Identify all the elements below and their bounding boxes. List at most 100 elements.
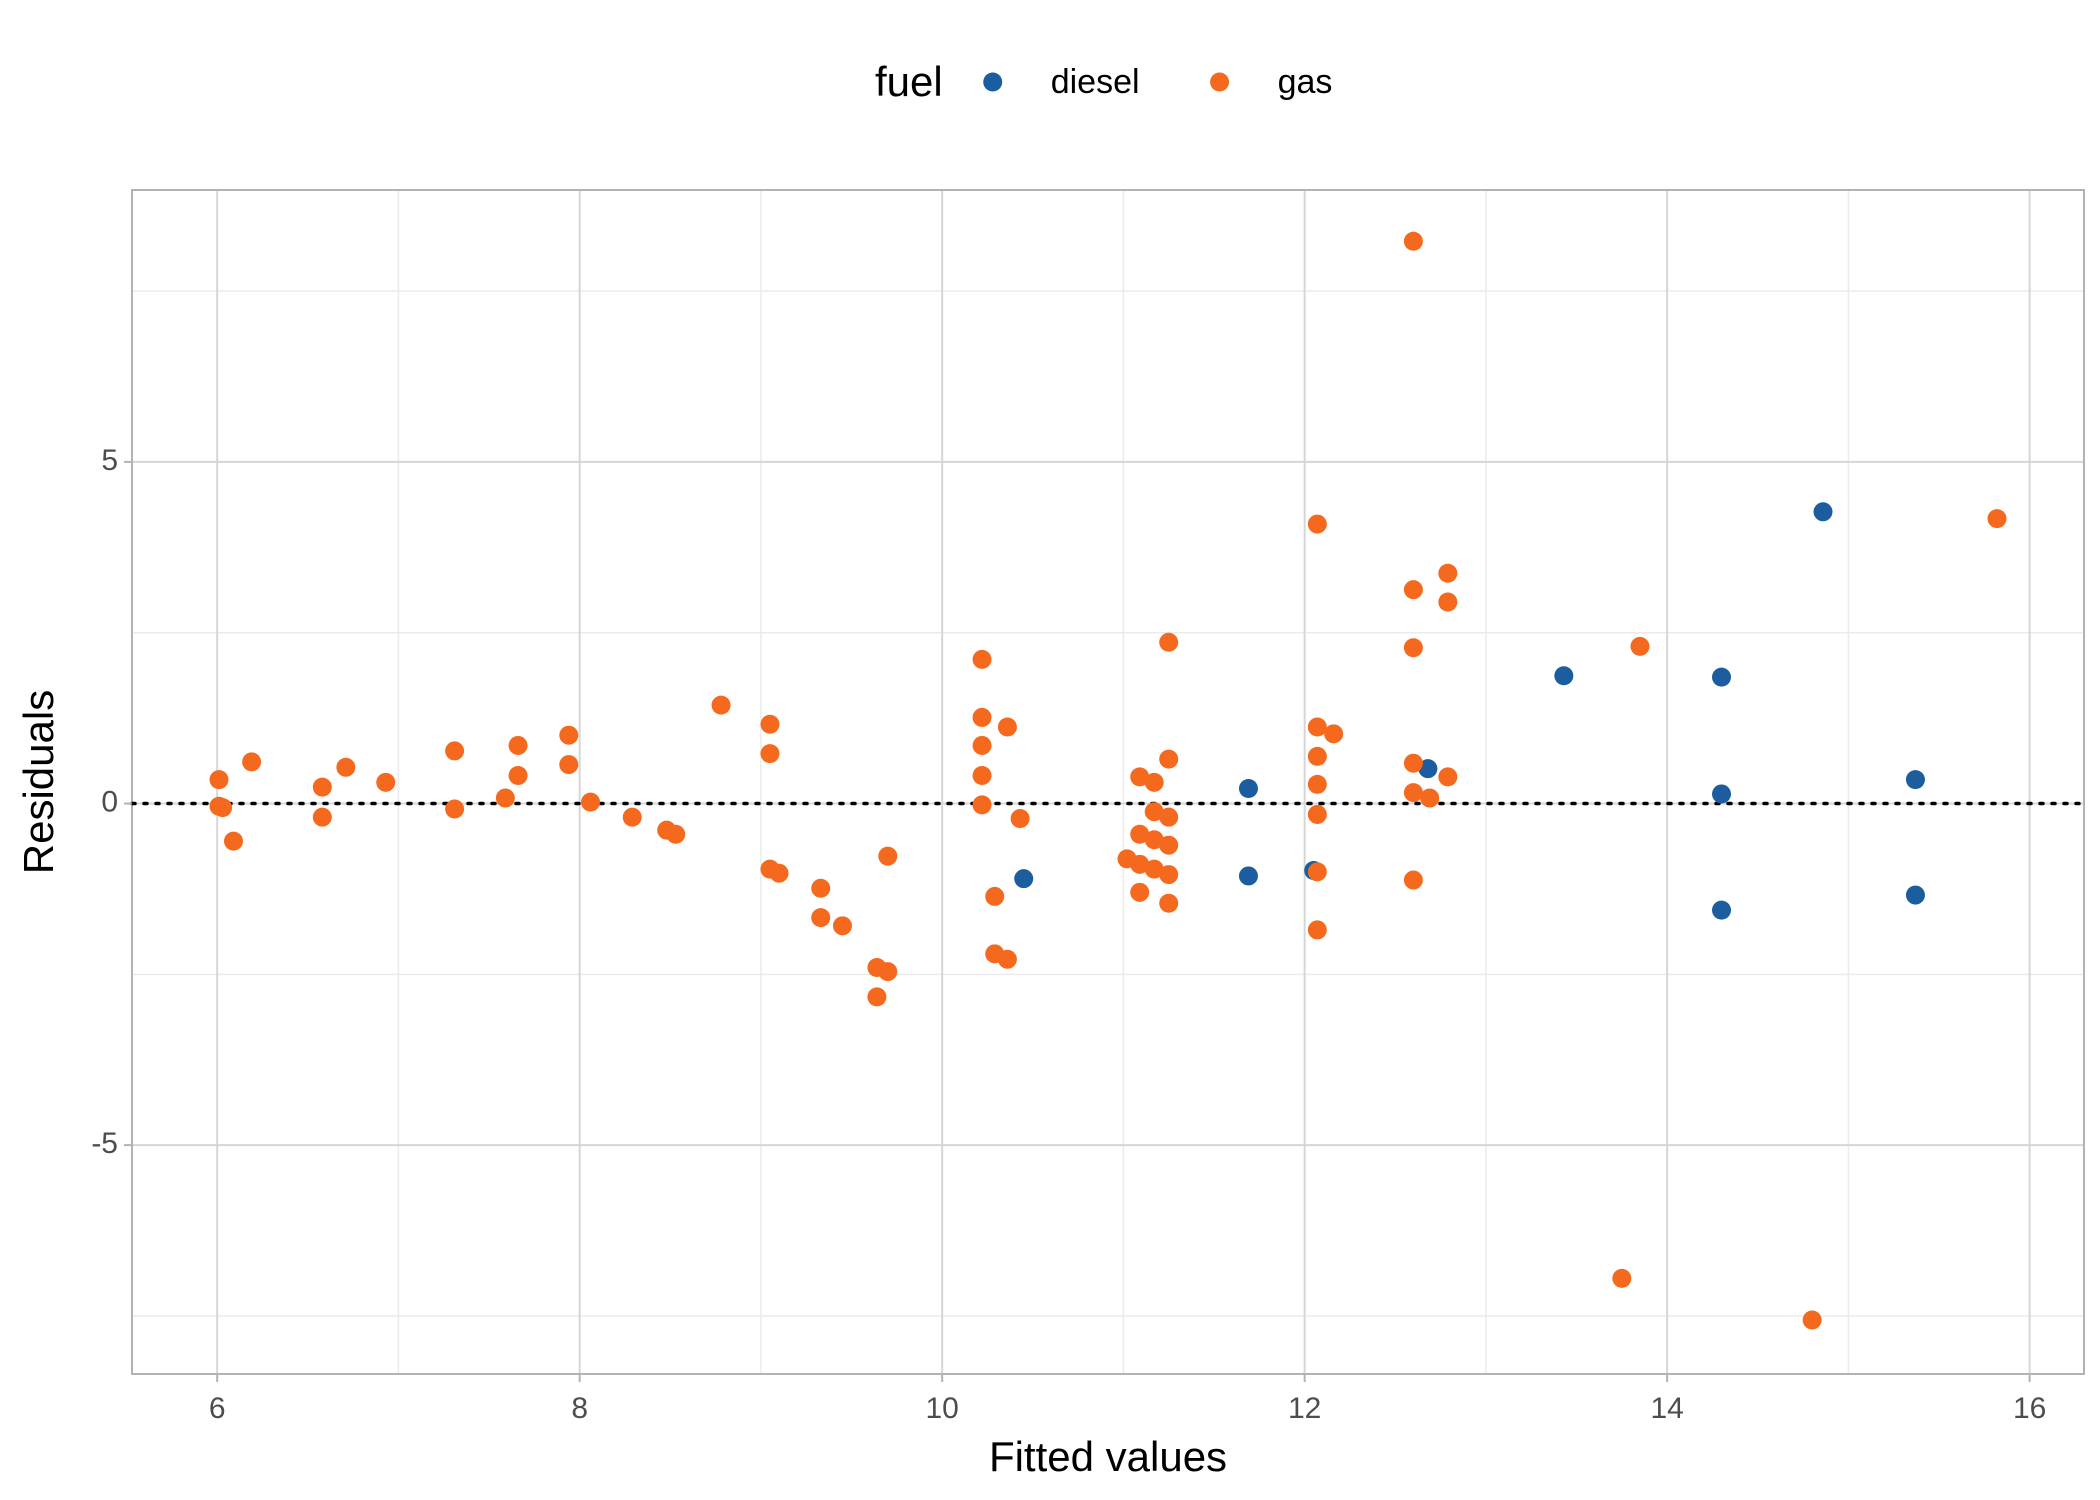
point [1307, 746, 1327, 766]
point [666, 824, 686, 844]
point [1403, 783, 1423, 803]
points [130, 231, 2086, 1330]
point [1554, 666, 1574, 686]
point [1813, 502, 1833, 522]
point [312, 807, 332, 827]
point [1420, 788, 1440, 808]
point [972, 735, 992, 755]
point [811, 878, 831, 898]
point [223, 831, 243, 851]
point [972, 795, 992, 815]
grid [132, 190, 2084, 1374]
panel-border [131, 189, 2085, 1375]
point [1905, 770, 1925, 790]
y-tick-label: 0 [101, 785, 118, 818]
point [1159, 865, 1179, 885]
point [1159, 749, 1179, 769]
point [867, 987, 887, 1007]
point [1403, 231, 1423, 251]
point [1418, 759, 1438, 779]
point [445, 799, 465, 819]
point [508, 766, 528, 786]
point [1238, 778, 1258, 798]
y-axis-title: Residuals [15, 690, 62, 874]
point [1130, 882, 1150, 902]
point [1403, 580, 1423, 600]
point [213, 798, 233, 818]
point [1307, 862, 1327, 882]
point [622, 807, 642, 827]
legend-swatch [1210, 72, 1230, 92]
y-tick-label: 5 [101, 444, 118, 477]
legend-label: gas [1278, 63, 1333, 101]
point [985, 886, 1005, 906]
point [1307, 804, 1327, 824]
point [997, 949, 1017, 969]
point [508, 735, 528, 755]
point [1403, 753, 1423, 773]
point [1159, 807, 1179, 827]
point [1144, 772, 1164, 792]
point [1307, 920, 1327, 940]
point [1712, 784, 1732, 804]
legend-title: fuel [875, 58, 943, 105]
point [1130, 854, 1150, 874]
point [769, 863, 789, 883]
legend: fuel diesel gas [875, 58, 1332, 105]
point [1438, 767, 1458, 787]
x-axis-title: Fitted values [989, 1433, 1227, 1480]
point [1438, 563, 1458, 583]
point [760, 714, 780, 734]
point [972, 649, 992, 669]
x-tick-label: 12 [1288, 1392, 1321, 1425]
point [1630, 636, 1650, 656]
point [1130, 767, 1150, 787]
x-tick-label: 8 [571, 1392, 588, 1425]
point [1130, 824, 1150, 844]
point [832, 916, 852, 936]
point [1014, 869, 1034, 889]
point [972, 707, 992, 727]
point [376, 772, 396, 792]
point [336, 757, 356, 777]
point [878, 846, 898, 866]
point [445, 741, 465, 761]
point [1612, 1268, 1632, 1288]
point [1324, 724, 1344, 744]
point [559, 755, 579, 775]
legend-label: diesel [1051, 63, 1140, 101]
point [1238, 866, 1258, 886]
point [242, 752, 262, 772]
x-tick-label: 16 [2013, 1392, 2046, 1425]
y-tick-label: -5 [91, 1127, 118, 1160]
point [760, 744, 780, 764]
point [1144, 802, 1164, 822]
point [1403, 870, 1423, 890]
point [1144, 859, 1164, 879]
x-tick-label: 14 [1650, 1392, 1683, 1425]
point [878, 962, 898, 982]
point [1307, 717, 1327, 737]
point [1159, 893, 1179, 913]
point [312, 777, 332, 797]
point [559, 725, 579, 745]
point [997, 717, 1017, 737]
point [1438, 592, 1458, 612]
point [711, 695, 731, 715]
x-tick-label: 6 [209, 1392, 226, 1425]
point [1307, 514, 1327, 534]
point [1307, 774, 1327, 794]
point [581, 792, 601, 812]
point [1403, 638, 1423, 658]
point [1712, 900, 1732, 920]
point [1905, 885, 1925, 905]
point [972, 766, 992, 786]
point [209, 770, 229, 790]
legend-swatch [983, 72, 1003, 92]
point [1010, 809, 1030, 829]
point [1144, 830, 1164, 850]
point [1802, 1310, 1822, 1330]
point [1159, 835, 1179, 855]
point [1159, 632, 1179, 652]
